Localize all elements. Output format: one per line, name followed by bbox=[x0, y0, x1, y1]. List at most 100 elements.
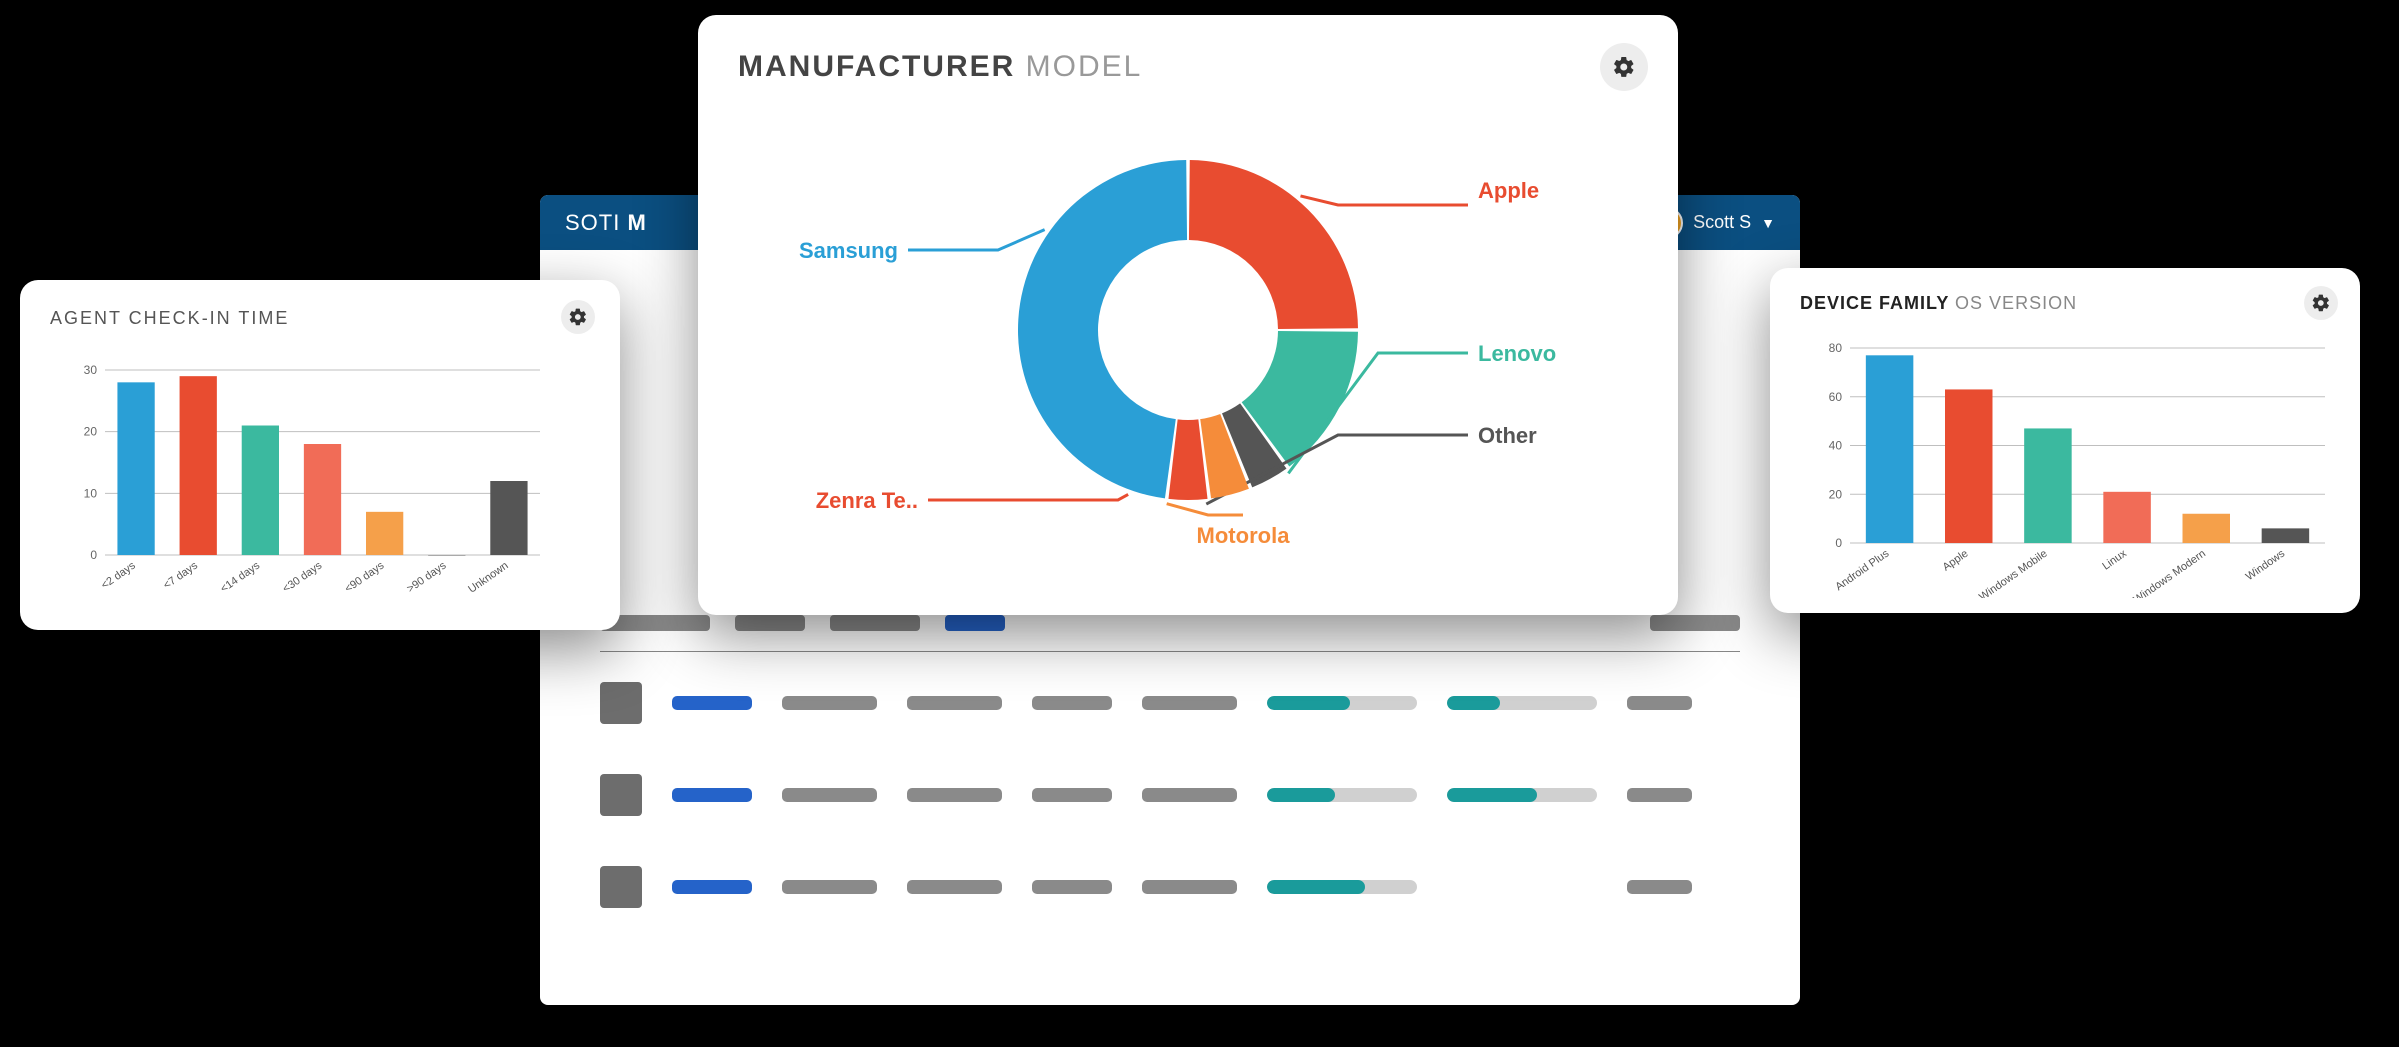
slice-label: Other bbox=[1478, 423, 1537, 448]
chevron-down-icon: ▼ bbox=[1761, 215, 1775, 231]
svg-text:<7 days: <7 days bbox=[161, 559, 200, 591]
gear-icon bbox=[1612, 55, 1636, 79]
manufacturer-donut: AppleLenovoOtherMotorolaZenra Te..Samsun… bbox=[698, 105, 1678, 605]
progress-bar bbox=[1267, 880, 1417, 894]
donut-slice[interactable] bbox=[1018, 160, 1187, 498]
progress-bar bbox=[1447, 788, 1597, 802]
action-placeholder[interactable] bbox=[1650, 615, 1740, 631]
row-cell bbox=[1627, 788, 1692, 802]
slice-label: Motorola bbox=[1197, 523, 1291, 548]
gear-icon bbox=[2311, 293, 2331, 313]
row-cell bbox=[1142, 788, 1237, 802]
device-family-chart: 0 20 40 60 80 Android Plus AppleWindows Mobile… bbox=[1815, 338, 2335, 598]
row-cell bbox=[1032, 696, 1112, 710]
bar[interactable] bbox=[366, 512, 403, 555]
bar[interactable] bbox=[304, 444, 341, 555]
progress-bar bbox=[1267, 696, 1417, 710]
device-family-card: DEVICE FAMILY OS VERSION 0 20 40 60 80 Androi… bbox=[1770, 268, 2360, 613]
bar[interactable] bbox=[180, 376, 217, 555]
svg-text:Windows Mobile: Windows Mobile bbox=[1977, 548, 2049, 598]
tab-placeholder[interactable] bbox=[735, 615, 805, 631]
bar[interactable] bbox=[2262, 528, 2310, 543]
title-light: OS VERSION bbox=[1955, 293, 2077, 313]
svg-text:Unknown: Unknown bbox=[466, 560, 510, 596]
table-row[interactable] bbox=[600, 866, 1740, 908]
table-tabs bbox=[600, 615, 1740, 631]
bar[interactable] bbox=[2024, 428, 2072, 543]
divider bbox=[600, 651, 1740, 652]
data-table-skeleton bbox=[600, 615, 1740, 958]
row-name bbox=[672, 788, 752, 802]
row-cell bbox=[907, 788, 1002, 802]
svg-text:<30 days: <30 days bbox=[281, 559, 325, 595]
svg-text:Apple: Apple bbox=[1941, 548, 1971, 574]
row-cell bbox=[1142, 880, 1237, 894]
row-icon bbox=[600, 682, 642, 724]
bar[interactable] bbox=[117, 382, 154, 555]
leader-line bbox=[908, 230, 1045, 250]
bar[interactable] bbox=[428, 555, 465, 556]
leader-line bbox=[1300, 196, 1468, 205]
svg-text:80: 80 bbox=[1829, 341, 1843, 355]
brand-prefix: SOTI bbox=[565, 210, 627, 235]
bar[interactable] bbox=[242, 426, 279, 556]
svg-text:Android Plus: Android Plus bbox=[1833, 547, 1891, 593]
tab-placeholder[interactable] bbox=[830, 615, 920, 631]
agent-checkin-chart: 0 10 20 30 <2 days <7 days <14 days <30 days <90… bbox=[70, 360, 550, 610]
title-strong: DEVICE FAMILY bbox=[1800, 293, 1955, 313]
progress-bar bbox=[1447, 696, 1597, 710]
row-cell bbox=[782, 880, 877, 894]
row-cell bbox=[1627, 696, 1692, 710]
bar[interactable] bbox=[1866, 355, 1914, 543]
brand-bold: M bbox=[627, 210, 646, 235]
tab-placeholder[interactable] bbox=[945, 615, 1005, 631]
svg-text:30: 30 bbox=[84, 363, 98, 377]
gear-icon[interactable] bbox=[2304, 286, 2338, 320]
row-name bbox=[672, 880, 752, 894]
svg-text:20: 20 bbox=[84, 425, 98, 439]
progress-bar bbox=[1267, 788, 1417, 802]
gear-icon[interactable] bbox=[1600, 43, 1648, 91]
slice-label: Samsung bbox=[799, 238, 898, 263]
card-title: MANUFACTURER MODEL bbox=[738, 50, 1142, 84]
bar[interactable] bbox=[1945, 389, 1993, 543]
svg-text:Windows Modern: Windows Modern bbox=[2131, 548, 2207, 598]
row-cell bbox=[907, 696, 1002, 710]
row-cell bbox=[782, 696, 877, 710]
card-title: AGENT CHECK-IN TIME bbox=[50, 308, 289, 329]
slice-label: Lenovo bbox=[1478, 341, 1556, 366]
row-cell bbox=[1032, 788, 1112, 802]
table-row[interactable] bbox=[600, 682, 1740, 724]
bar[interactable] bbox=[2103, 492, 2151, 543]
slice-label: Apple bbox=[1478, 178, 1539, 203]
brand: SOTI M bbox=[565, 210, 647, 236]
svg-text:Windows: Windows bbox=[2244, 547, 2288, 583]
row-cell bbox=[907, 880, 1002, 894]
progress-bar bbox=[1447, 880, 1597, 894]
row-icon bbox=[600, 866, 642, 908]
donut-slice[interactable] bbox=[1189, 160, 1358, 329]
leader-line bbox=[928, 494, 1128, 500]
title-strong: MANUFACTURER bbox=[738, 50, 1026, 83]
svg-text:<14 days: <14 days bbox=[218, 559, 262, 595]
svg-text:40: 40 bbox=[1829, 439, 1843, 453]
bar[interactable] bbox=[2183, 514, 2231, 543]
table-row[interactable] bbox=[600, 774, 1740, 816]
svg-text:<2 days: <2 days bbox=[99, 559, 138, 591]
svg-text:10: 10 bbox=[84, 486, 98, 500]
card-title: DEVICE FAMILY OS VERSION bbox=[1800, 293, 2077, 314]
row-name bbox=[672, 696, 752, 710]
svg-text:20: 20 bbox=[1829, 487, 1843, 501]
leader-line bbox=[1167, 504, 1243, 515]
row-cell bbox=[782, 788, 877, 802]
user-name: Scott S bbox=[1693, 212, 1751, 233]
donut-slice[interactable] bbox=[1168, 419, 1207, 500]
gear-icon[interactable] bbox=[561, 300, 595, 334]
svg-text:>90 days: >90 days bbox=[405, 559, 449, 595]
svg-text:0: 0 bbox=[1835, 536, 1842, 550]
svg-text:0: 0 bbox=[90, 548, 97, 562]
svg-text:<90 days: <90 days bbox=[343, 559, 387, 595]
svg-text:60: 60 bbox=[1829, 390, 1843, 404]
title-light: MODEL bbox=[1026, 50, 1143, 83]
bar[interactable] bbox=[490, 481, 527, 555]
